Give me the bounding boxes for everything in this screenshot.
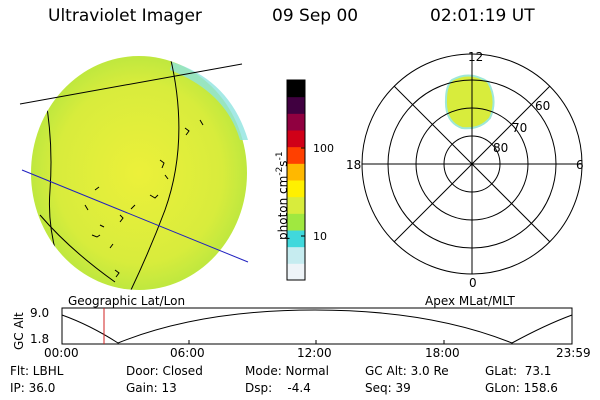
dayside-glow [170, 62, 248, 140]
status-glat: GLat: 73.1 [485, 364, 552, 378]
colorbar-cell [287, 80, 305, 98]
mlt-label-6: 6 [576, 158, 584, 172]
status-glon: GLon: 158.6 [485, 381, 558, 395]
time-tick-2359: 23:59 [556, 346, 591, 360]
auroral-oval [444, 74, 495, 130]
colorbar-cell [287, 246, 305, 264]
colorbar-tick-label: 10 [313, 230, 327, 243]
coastline [84, 119, 204, 278]
time-tick-1200: 12:00 [297, 346, 332, 360]
terminator-line-top [19, 63, 243, 105]
earth-disk [31, 56, 247, 290]
colorbar-tick-label: 100 [313, 142, 334, 155]
altitude-ylabel: GC Alt [12, 312, 26, 350]
altitude-ytick-top: 9.0 [30, 306, 50, 320]
status-filter: Flt: LBHL [10, 364, 64, 378]
time-tick-0000: 00:00 [44, 346, 79, 360]
mlat-label-60: 60 [535, 99, 550, 113]
status-gc-alt: GC Alt: 3.0 Re [365, 364, 449, 378]
altitude-curve [61, 309, 573, 344]
mlt-label-0: 0 [469, 276, 477, 290]
colorbar-cell [287, 263, 305, 281]
altitude-plot-frame [61, 307, 573, 345]
colorbar-cell [287, 213, 305, 231]
polar-diagonal-2 [393, 85, 551, 243]
status-door: Door: Closed [126, 364, 203, 378]
colorbar-cell [287, 113, 305, 131]
status-mode: Mode: Normal [245, 364, 329, 378]
status-ip: IP: 36.0 [10, 381, 56, 395]
mlat-label-70: 70 [512, 121, 527, 135]
time-label: 02:01:19 UT [430, 6, 535, 26]
date-label: 09 Sep 00 [272, 6, 359, 26]
status-dsp: Dsp: -4.4 [245, 381, 311, 395]
status-gain: Gain: 13 [126, 381, 177, 395]
terminator-line-bottom [21, 169, 249, 263]
colorbar-cell [287, 96, 305, 114]
meridian-line-right [129, 56, 180, 290]
colorbar-cell [287, 230, 305, 248]
time-tick-0600: 06:00 [170, 346, 205, 360]
colorbar-cell [287, 196, 305, 214]
latitude-arc [39, 214, 116, 283]
colorbar-cell [287, 163, 305, 181]
time-tick-1800: 18:00 [425, 346, 460, 360]
status-seq: Seq: 39 [365, 381, 411, 395]
polar-plot-title: Apex MLat/MLT [425, 294, 515, 308]
mlt-label-18: 18 [346, 158, 361, 172]
geo-plot-title: Geographic Lat/Lon [68, 294, 186, 308]
colorbar-cell [287, 146, 305, 164]
instrument-title: Ultraviolet Imager [48, 6, 202, 26]
altitude-ytick-bottom: 1.8 [30, 332, 50, 346]
colorbar-cell [287, 130, 305, 148]
mlt-label-12: 12 [468, 50, 483, 64]
colorbar-cell [287, 180, 305, 198]
mlat-label-80: 80 [493, 141, 508, 155]
